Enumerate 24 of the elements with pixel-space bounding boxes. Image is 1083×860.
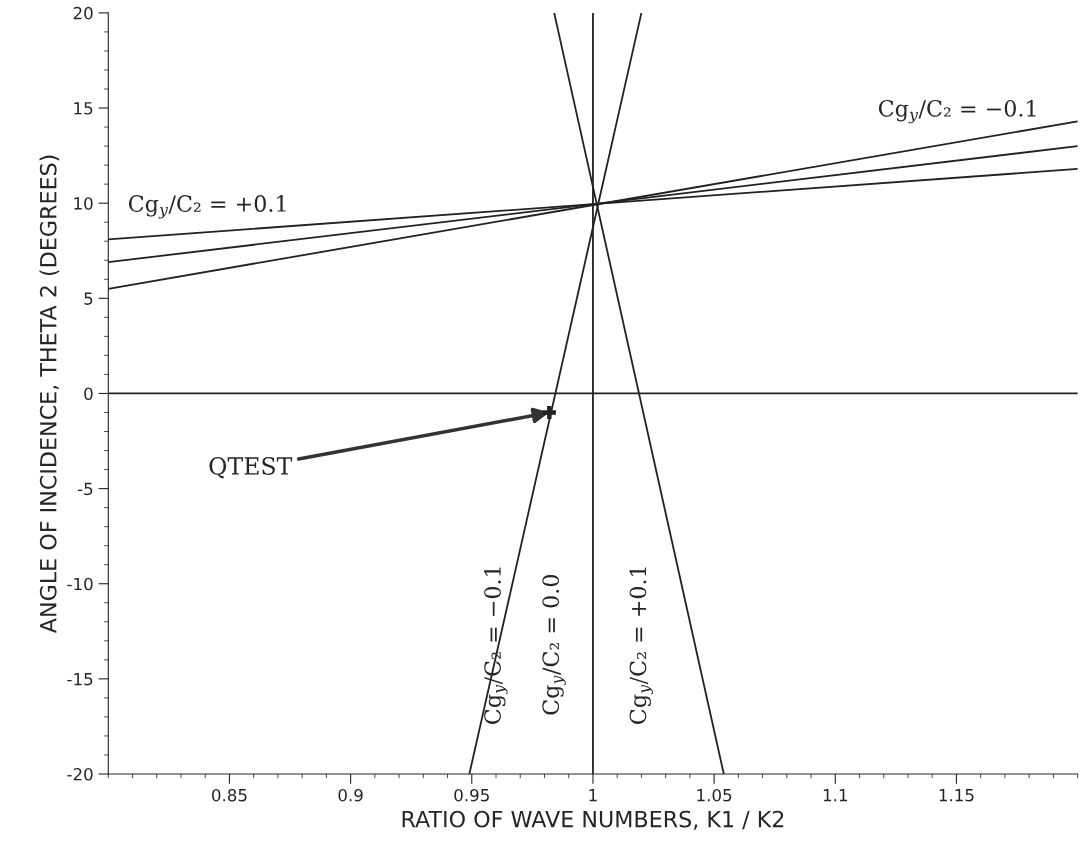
y-tick-label: -5 — [77, 482, 93, 496]
y-tick-label: 0 — [84, 387, 93, 401]
y-tick-label: -10 — [67, 577, 93, 591]
x-tick-label: 1.1 — [823, 789, 847, 802]
annotation: Cg$_{y}$/C₂ = 0.0 — [542, 575, 566, 715]
y-tick-label: -15 — [67, 673, 93, 686]
annotation: Cg$_{y}$/C₂ = −0.1 — [484, 567, 508, 724]
y-tick-label: 20 — [73, 6, 93, 20]
y-axis-title: ANGLE OF INCIDENCE, THETA 2 (DEGREES) — [39, 155, 60, 634]
x-tick-label: 0.9 — [338, 788, 363, 802]
x-tick-label: 1 — [589, 789, 597, 802]
annotation: Cg$_{y}$/C₂ = +0.1 — [629, 567, 653, 724]
x-axis-title: RATIO OF WAVE NUMBERS, K1 / K2 — [402, 810, 784, 830]
y-tick-label: 10 — [74, 197, 93, 210]
y-tick-label: 15 — [74, 102, 93, 115]
annotation: Cg$_{y}$/C₂ = +0.1 — [128, 195, 286, 219]
y-tick-label: 5 — [84, 292, 93, 305]
y-tick-label: -20 — [67, 767, 93, 781]
x-tick-label: 0.95 — [454, 788, 489, 802]
x-tick-label: 1.05 — [697, 788, 732, 802]
x-tick-label: 1.15 — [939, 789, 974, 802]
annotation: QTEST — [209, 457, 293, 479]
annotation: Cg$_{y}$/C₂ = −0.1 — [878, 99, 1036, 124]
x-tick-label: 0.85 — [212, 788, 247, 802]
